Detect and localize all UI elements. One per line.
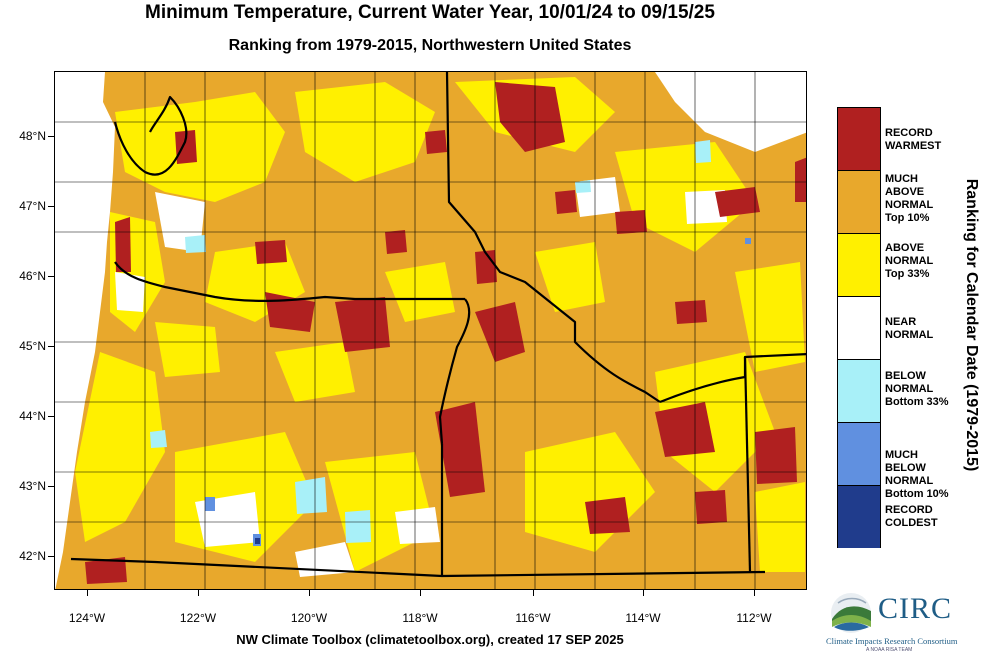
legend-label-above: ABOVE NORMAL Top 33% [885,242,934,280]
lat-tick-mark [48,556,54,557]
legend-swatch-record-coldest [838,486,880,548]
legend-label-below: BELOW NORMAL Bottom 33% [885,370,949,408]
legend-label-record-coldest: RECORD COLDEST [885,504,938,529]
map-title: Minimum Temperature, Current Water Year,… [145,2,715,23]
lat-tick-mark [48,346,54,347]
logo-subtitle: Climate Impacts Research Consortium [826,636,958,646]
lat-tick-label: 44°N [19,409,46,423]
legend-swatch-much-below [838,423,880,486]
lon-tick-label: 118°W [402,611,438,625]
lon-tick-mark [309,590,310,596]
lon-tick-label: 116°W [515,611,551,625]
below-normal-patches [150,140,711,543]
lon-tick-mark [754,590,755,596]
legend-label-much-above: MUCH ABOVE NORMAL Top 10% [885,173,934,224]
logo-name: CIRC [878,592,953,625]
lon-tick-label: 114°W [625,611,661,625]
lon-tick-mark [420,590,421,596]
legend-swatch-above [838,234,880,297]
map-subtitle: Ranking from 1979-2015, Northwestern Uni… [228,37,632,54]
lon-tick-label: 124°W [68,611,106,625]
lon-tick-label: 122°W [179,611,217,625]
legend-swatch-near-normal [838,297,880,360]
legend-swatch-much-above [838,171,880,234]
lat-tick-label: 48°N [19,129,46,143]
near-normal-patches [115,72,806,577]
lat-tick-mark [48,276,54,277]
record-warmest-patches [85,82,806,584]
lat-tick-label: 45°N [19,339,46,353]
lon-tick-label: 120°W [290,611,328,625]
legend-title-text: Ranking for Calendar Date (1979-2015) [963,178,980,472]
county-boundaries [55,72,806,589]
lon-tick-label: 112°W [736,611,772,625]
temperature-ranking-map [54,71,807,590]
circ-logo-icon [831,593,871,633]
lat-tick-label: 43°N [19,479,46,493]
legend-swatch-below [838,360,880,423]
legend-colorbar [837,107,881,548]
lon-tick-mark [87,590,88,596]
lat-tick-mark [48,416,54,417]
logo-team: A NOAA RISA TEAM [866,647,913,653]
lon-tick-mark [198,590,199,596]
lat-tick-mark [48,206,54,207]
lat-tick-mark [48,486,54,487]
state-boundaries [70,72,806,578]
lat-tick-label: 42°N [19,549,46,563]
legend-label-record-warmest: RECORD WARMEST [885,127,942,152]
lon-tick-mark [533,590,534,596]
lat-tick-mark [48,136,54,137]
lat-tick-label: 46°N [19,269,46,283]
lat-tick-label: 47°N [19,199,46,213]
map-svg [55,72,806,589]
lon-tick-mark [643,590,644,596]
legend-label-much-below: MUCH BELOW NORMAL Bottom 10% [885,449,949,500]
map-credit: NW Climate Toolbox (climatetoolbox.org),… [236,632,624,647]
legend-label-near-normal: NEAR NORMAL [885,316,934,341]
ocean-area [55,72,115,589]
record-coldest-patches [255,538,260,544]
legend-swatch-record-warmest [838,108,880,171]
